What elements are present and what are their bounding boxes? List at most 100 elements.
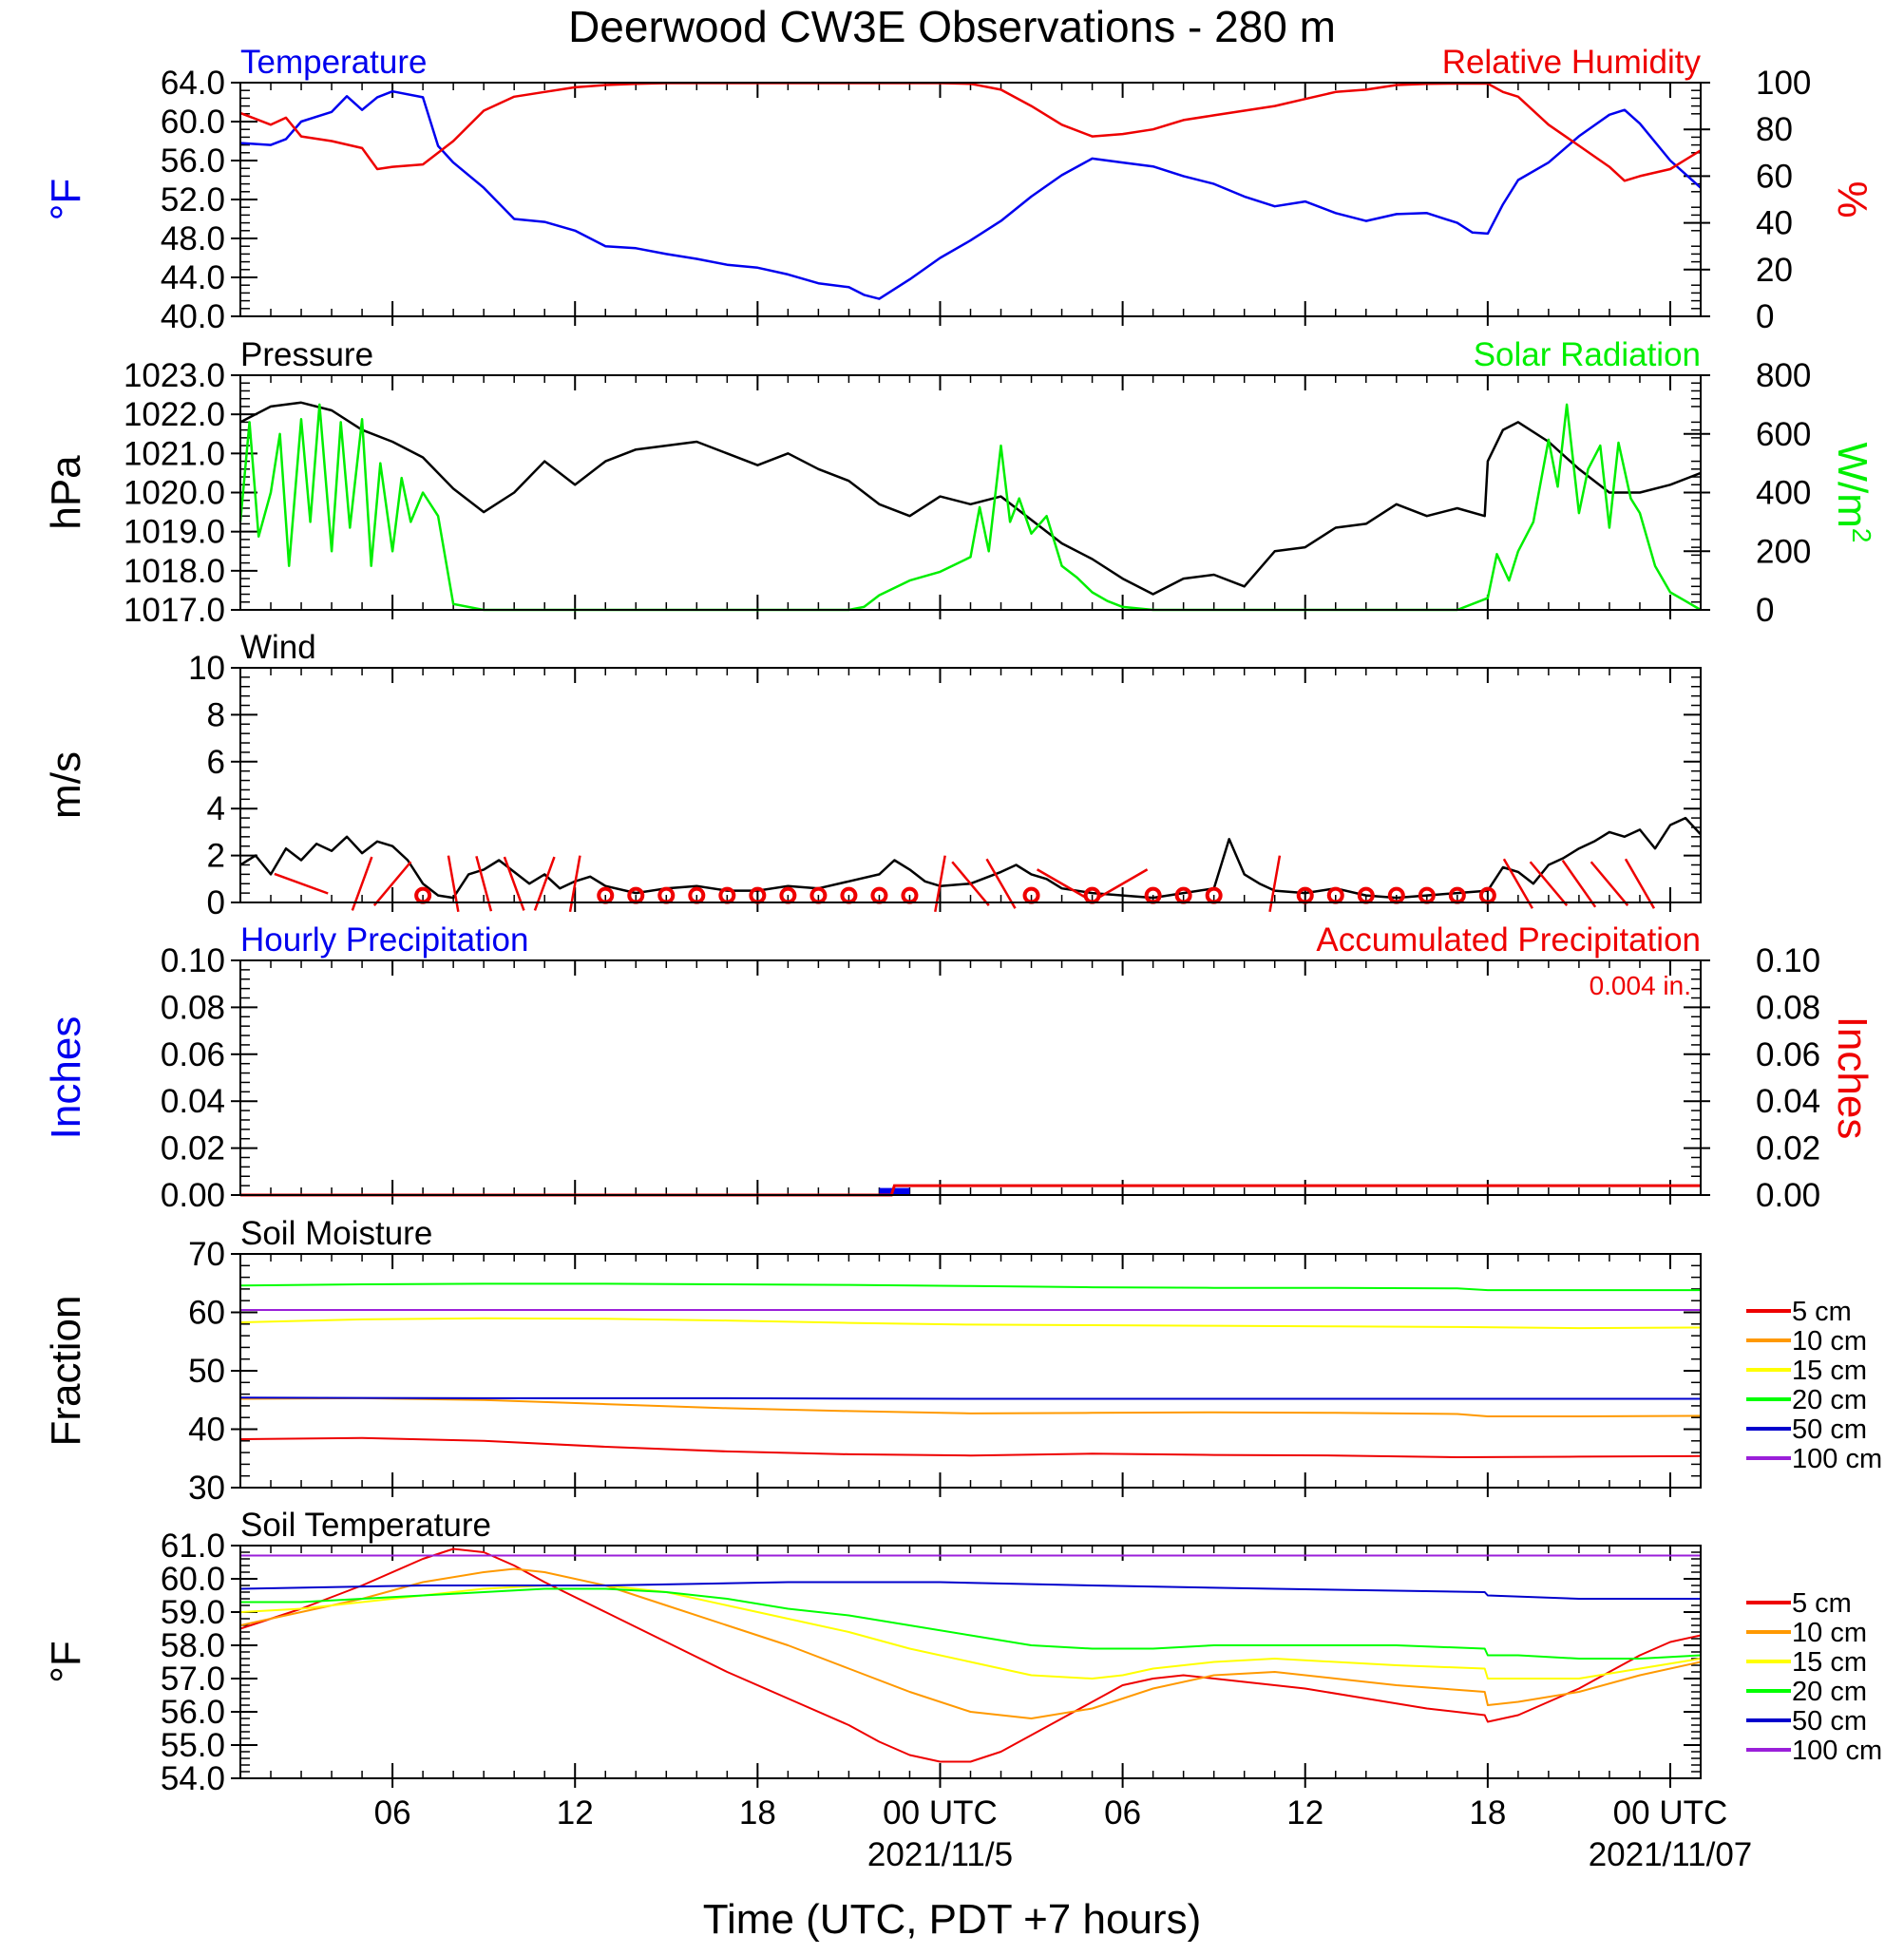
series-line-10-cm bbox=[239, 1396, 1702, 1417]
y-tick-label-left: 0.02 bbox=[161, 1130, 225, 1167]
y-tick-label-right: 0.00 bbox=[1756, 1177, 1820, 1214]
y-tick-label-right: 0.02 bbox=[1756, 1130, 1820, 1167]
y-tick-label-right: 0.08 bbox=[1756, 989, 1820, 1026]
y-tick-label-left: 64.0 bbox=[161, 65, 225, 102]
series-line-20-cm bbox=[240, 1587, 1702, 1660]
legend-label: 100 cm bbox=[1792, 1444, 1882, 1474]
legend-label: 15 cm bbox=[1792, 1356, 1867, 1386]
x-tick-label: 00 UTC bbox=[1613, 1794, 1728, 1832]
y-tick-label-right: 800 bbox=[1756, 357, 1811, 394]
series-line-temperature bbox=[239, 89, 1702, 300]
panel-frame bbox=[239, 1545, 1702, 1779]
y-tick-label-left: 60.0 bbox=[161, 1561, 225, 1598]
series-line-15-cm bbox=[239, 1585, 1702, 1680]
wind-barb bbox=[1624, 858, 1656, 909]
wind-barb bbox=[985, 858, 1017, 909]
precip-panel: 0.00 0.02 0.04 0.06 0.08 0.10 0.00 0.02 0.04 0.06… bbox=[43, 921, 1875, 1214]
y-tick-label-left: 57.0 bbox=[161, 1661, 225, 1698]
y-axis-label-left: °F bbox=[43, 1641, 89, 1682]
panel-title-left: Wind bbox=[240, 629, 316, 666]
y-tick-label-left: 44.0 bbox=[161, 259, 225, 296]
y-tick-label-left: 55.0 bbox=[161, 1727, 225, 1764]
series-line-pressure bbox=[239, 401, 1702, 596]
legend-label: 50 cm bbox=[1792, 1706, 1867, 1737]
panel-title-left: Soil Moisture bbox=[240, 1215, 432, 1252]
series-line-relative-humidity bbox=[239, 82, 1702, 182]
panel-title-right: Solar Radiation bbox=[1474, 336, 1701, 373]
wind-barb bbox=[274, 872, 329, 895]
panel-title-left: Hourly Precipitation bbox=[240, 921, 528, 959]
legend-label: 50 cm bbox=[1792, 1414, 1867, 1445]
y-tick-label-left: 56.0 bbox=[161, 142, 225, 180]
y-tick-label-left: 6 bbox=[207, 744, 225, 781]
hourly-precip-bar bbox=[879, 1187, 910, 1195]
y-tick-label-left: 1018.0 bbox=[124, 553, 225, 590]
y-axis-label-left: m/s bbox=[43, 751, 89, 819]
wind-panel: 0 2 4 6 8 10 Wind m/s bbox=[43, 629, 1702, 921]
y-tick-label-left: 1017.0 bbox=[124, 592, 225, 629]
legend-label: 100 cm bbox=[1792, 1736, 1882, 1766]
y-tick-label-left: 0.10 bbox=[161, 942, 225, 979]
y-axis-label-left: hPa bbox=[43, 455, 89, 530]
wind-barb bbox=[1502, 858, 1533, 909]
y-tick-label-left: 1020.0 bbox=[124, 475, 225, 512]
y-tick-label-left: 40 bbox=[188, 1412, 225, 1449]
y-tick-label-right: 40 bbox=[1756, 205, 1793, 242]
x-axis-label: Time (UTC, PDT +7 hours) bbox=[703, 1896, 1201, 1943]
y-tick-label-left: 58.0 bbox=[161, 1627, 225, 1664]
y-tick-label-left: 56.0 bbox=[161, 1694, 225, 1731]
chart-title: Deerwood CW3E Observations - 280 m bbox=[568, 2, 1336, 51]
y-tick-label-right: 0.10 bbox=[1756, 942, 1820, 979]
x-tick-label: 00 UTC bbox=[883, 1794, 998, 1832]
y-tick-label-left: 1021.0 bbox=[124, 435, 225, 472]
y-tick-label-left: 0 bbox=[207, 884, 225, 921]
legend-label: 5 cm bbox=[1792, 1297, 1852, 1327]
panel-title-right: Relative Humidity bbox=[1442, 44, 1702, 81]
x-tick-date-label: 2021/11/5 bbox=[867, 1836, 1013, 1873]
y-axis-label-left: Inches bbox=[43, 1016, 89, 1140]
y-tick-label-left: 50 bbox=[188, 1353, 225, 1390]
x-tick-label: 06 bbox=[1104, 1794, 1141, 1832]
legend-label: 20 cm bbox=[1792, 1677, 1867, 1707]
y-axis-label-right: W/m2 bbox=[1829, 443, 1877, 543]
series-line-5-cm bbox=[239, 1436, 1702, 1458]
x-tick-label: 12 bbox=[1286, 1794, 1323, 1832]
panel-title-left: Soil Temperature bbox=[240, 1507, 491, 1544]
y-tick-label-left: 52.0 bbox=[161, 181, 225, 218]
panel-frame bbox=[239, 82, 1702, 317]
series-line-15-cm bbox=[239, 1317, 1702, 1330]
wind-barb bbox=[1590, 861, 1629, 907]
legend-label: 15 cm bbox=[1792, 1647, 1867, 1678]
series-line-5-cm bbox=[239, 1547, 1702, 1763]
legend-label: 20 cm bbox=[1792, 1385, 1867, 1415]
y-tick-label-left: 59.0 bbox=[161, 1594, 225, 1631]
y-tick-label-left: 0.06 bbox=[161, 1036, 225, 1073]
y-tick-label-right: 20 bbox=[1756, 252, 1793, 289]
y-tick-label-left: 61.0 bbox=[161, 1528, 225, 1565]
y-axis-label-left: Fraction bbox=[43, 1296, 89, 1447]
x-tick-date-label: 2021/11/07 bbox=[1589, 1836, 1753, 1873]
wind-barb bbox=[1529, 861, 1569, 907]
y-axis-label-left: °F bbox=[43, 179, 89, 220]
y-tick-label-right: 600 bbox=[1756, 416, 1811, 453]
panel-frame bbox=[239, 374, 1702, 611]
wind-barb bbox=[1036, 868, 1088, 900]
x-tick-label: 12 bbox=[557, 1794, 594, 1832]
y-tick-label-left: 30 bbox=[188, 1470, 225, 1507]
legend-label: 10 cm bbox=[1792, 1326, 1867, 1357]
y-tick-label-left: 60.0 bbox=[161, 104, 225, 141]
y-tick-label-left: 2 bbox=[207, 838, 225, 875]
y-tick-label-left: 1023.0 bbox=[124, 357, 225, 394]
panel-title-left: Temperature bbox=[240, 44, 427, 81]
y-tick-label-left: 0.00 bbox=[161, 1177, 225, 1214]
temp_rh-panel: 40.044.048.052.056.060.064.0 0 20 40 60 80 100… bbox=[43, 44, 1875, 335]
x-tick-label: 06 bbox=[374, 1794, 411, 1832]
y-tick-label-left: 60 bbox=[188, 1295, 225, 1332]
y-tick-label-left: 10 bbox=[188, 650, 225, 687]
series-line-10-cm bbox=[239, 1567, 1702, 1719]
panel-frame bbox=[239, 1253, 1702, 1489]
series-line-solar-radiation bbox=[238, 403, 1702, 612]
soil_temperature-panel: 54.055.056.057.058.059.060.061.0 Soil Tem… bbox=[43, 1507, 1882, 1797]
